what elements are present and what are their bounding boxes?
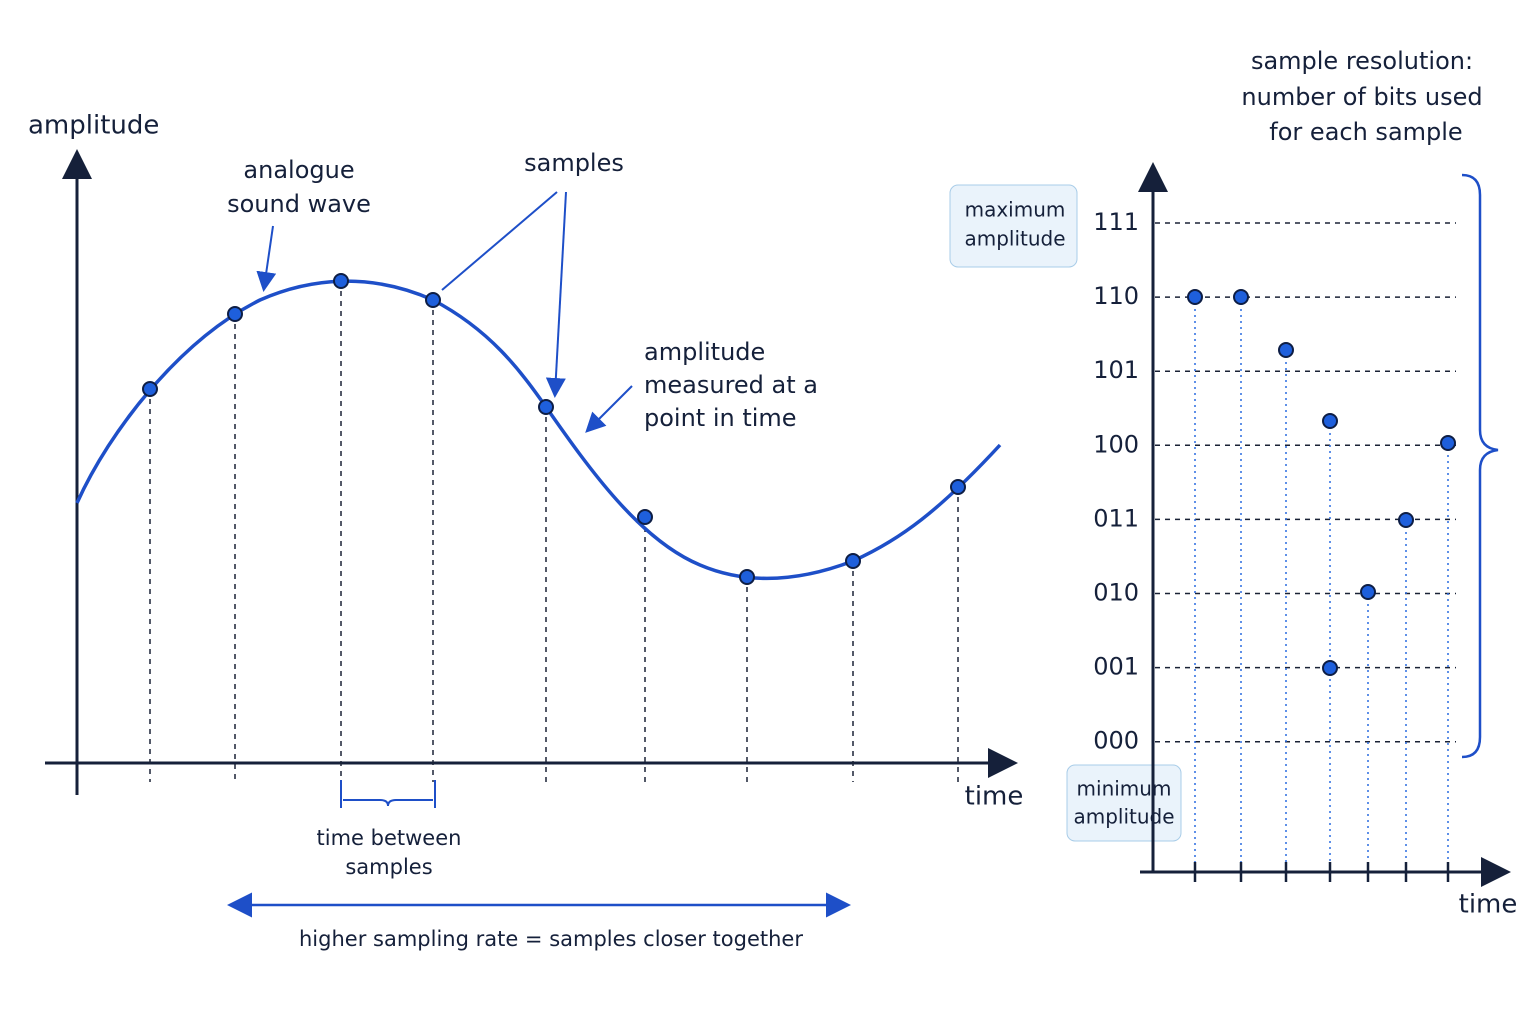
level-label: 011 (1093, 504, 1139, 532)
wave-label: sound wave (227, 190, 371, 218)
rate-note: higher sampling rate = samples closer to… (299, 927, 803, 951)
interval-label: samples (345, 855, 432, 879)
level-label: 010 (1093, 579, 1139, 607)
measure-label: amplitude (644, 338, 765, 366)
y-axis-label: amplitude (28, 111, 159, 141)
min-label: minimum (1077, 777, 1172, 801)
level-label: 110 (1093, 282, 1139, 310)
measure-label: point in time (644, 404, 797, 432)
min-label: amplitude (1073, 805, 1174, 829)
level-label: 000 (1093, 727, 1139, 755)
resolution-title: sample resolution: (1251, 47, 1473, 75)
interval-label: time between (317, 826, 462, 850)
sound-wave (75, 279, 1002, 581)
quantized-samples (1187, 289, 1456, 676)
left-panel: amplitude time analogue sound wave sampl… (28, 111, 1023, 952)
annotation-line (441, 191, 558, 291)
sample-points (142, 273, 966, 585)
level-label: 111 (1093, 208, 1139, 236)
sample-lines (1194, 297, 1449, 872)
sample-lines (149, 281, 959, 782)
wave-label: analogue (243, 156, 354, 184)
resolution-title: for each sample (1269, 118, 1462, 146)
level-label: 100 (1093, 430, 1139, 458)
max-label: maximum (965, 198, 1066, 222)
annotation-arrow (545, 191, 567, 398)
resolution-title: number of bits used (1241, 83, 1482, 111)
measure-label: measured at a (644, 371, 818, 399)
annotation-arrow (585, 385, 633, 433)
levels: 111 110 101 100 011 010 001 000 (1093, 208, 1456, 755)
samples-label: samples (524, 149, 624, 177)
max-label: amplitude (964, 227, 1065, 251)
interval-bracket (340, 780, 436, 808)
level-label: 101 (1093, 356, 1139, 384)
time-ticks (1193, 862, 1450, 882)
max-box (949, 184, 1078, 268)
x-axis-label: time (1459, 890, 1518, 920)
range-brace (1461, 173, 1499, 759)
annotation-arrow (256, 225, 277, 292)
right-panel: sample resolution: number of bits used f… (949, 47, 1518, 920)
level-label: 001 (1093, 653, 1139, 681)
x-axis-label: time (965, 782, 1024, 812)
